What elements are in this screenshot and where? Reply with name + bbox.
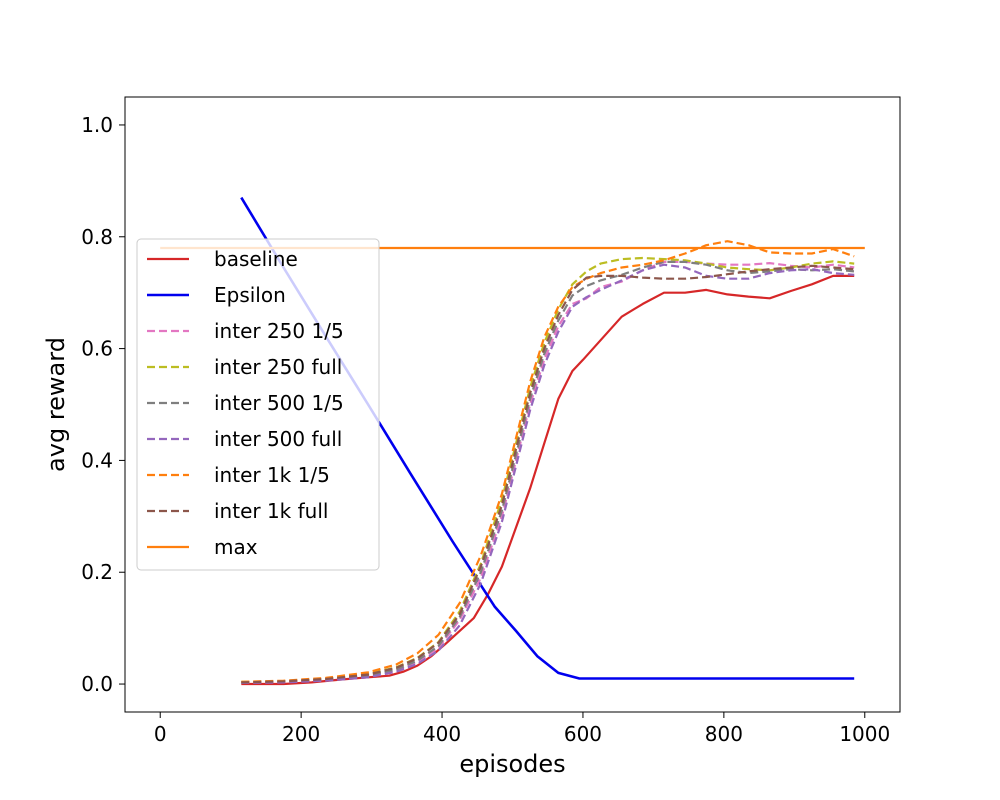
y-tick-label: 0.0 bbox=[81, 672, 113, 696]
legend-label: inter 1k 1/5 bbox=[214, 463, 330, 487]
series-line-inter-500-full bbox=[241, 263, 855, 684]
legend-label: Epsilon bbox=[214, 283, 286, 307]
y-tick-label: 1.0 bbox=[81, 113, 113, 137]
series-line-baseline bbox=[241, 274, 855, 686]
legend-label: inter 250 1/5 bbox=[214, 319, 344, 343]
x-axis-label: episodes bbox=[459, 750, 565, 778]
legend: baseline Epsilon inter 250 1/5 inter 250 fu… bbox=[136, 238, 380, 571]
legend-label: max bbox=[214, 535, 258, 559]
series-line-inter-1k-full bbox=[241, 264, 855, 684]
x-tick-label: 200 bbox=[282, 722, 320, 746]
x-axis: 0 200 400 600 800 1000 bbox=[154, 712, 890, 746]
series-line-inter-500-1-5 bbox=[241, 260, 855, 684]
y-tick-label: 0.2 bbox=[81, 560, 113, 584]
legend-label: inter 500 full bbox=[214, 427, 342, 451]
x-tick-label: 800 bbox=[705, 722, 743, 746]
x-tick-label: 0 bbox=[154, 722, 167, 746]
legend-label: baseline bbox=[214, 247, 298, 271]
y-tick-label: 0.6 bbox=[81, 337, 113, 361]
x-tick-label: 400 bbox=[423, 722, 461, 746]
legend-label: inter 500 1/5 bbox=[214, 391, 344, 415]
y-tick-label: 0.8 bbox=[81, 225, 113, 249]
legend-label: inter 1k full bbox=[214, 499, 328, 523]
y-tick-label: 0.4 bbox=[81, 448, 113, 472]
legend-box bbox=[136, 238, 380, 571]
legend-label: inter 250 full bbox=[214, 355, 342, 379]
plot-frame bbox=[124, 96, 901, 713]
y-axis: 0.0 0.2 0.4 0.6 0.8 1.0 bbox=[81, 113, 125, 696]
y-axis-label: avg reward bbox=[42, 337, 70, 472]
x-tick-label: 600 bbox=[564, 722, 602, 746]
x-tick-label: 1000 bbox=[839, 722, 890, 746]
